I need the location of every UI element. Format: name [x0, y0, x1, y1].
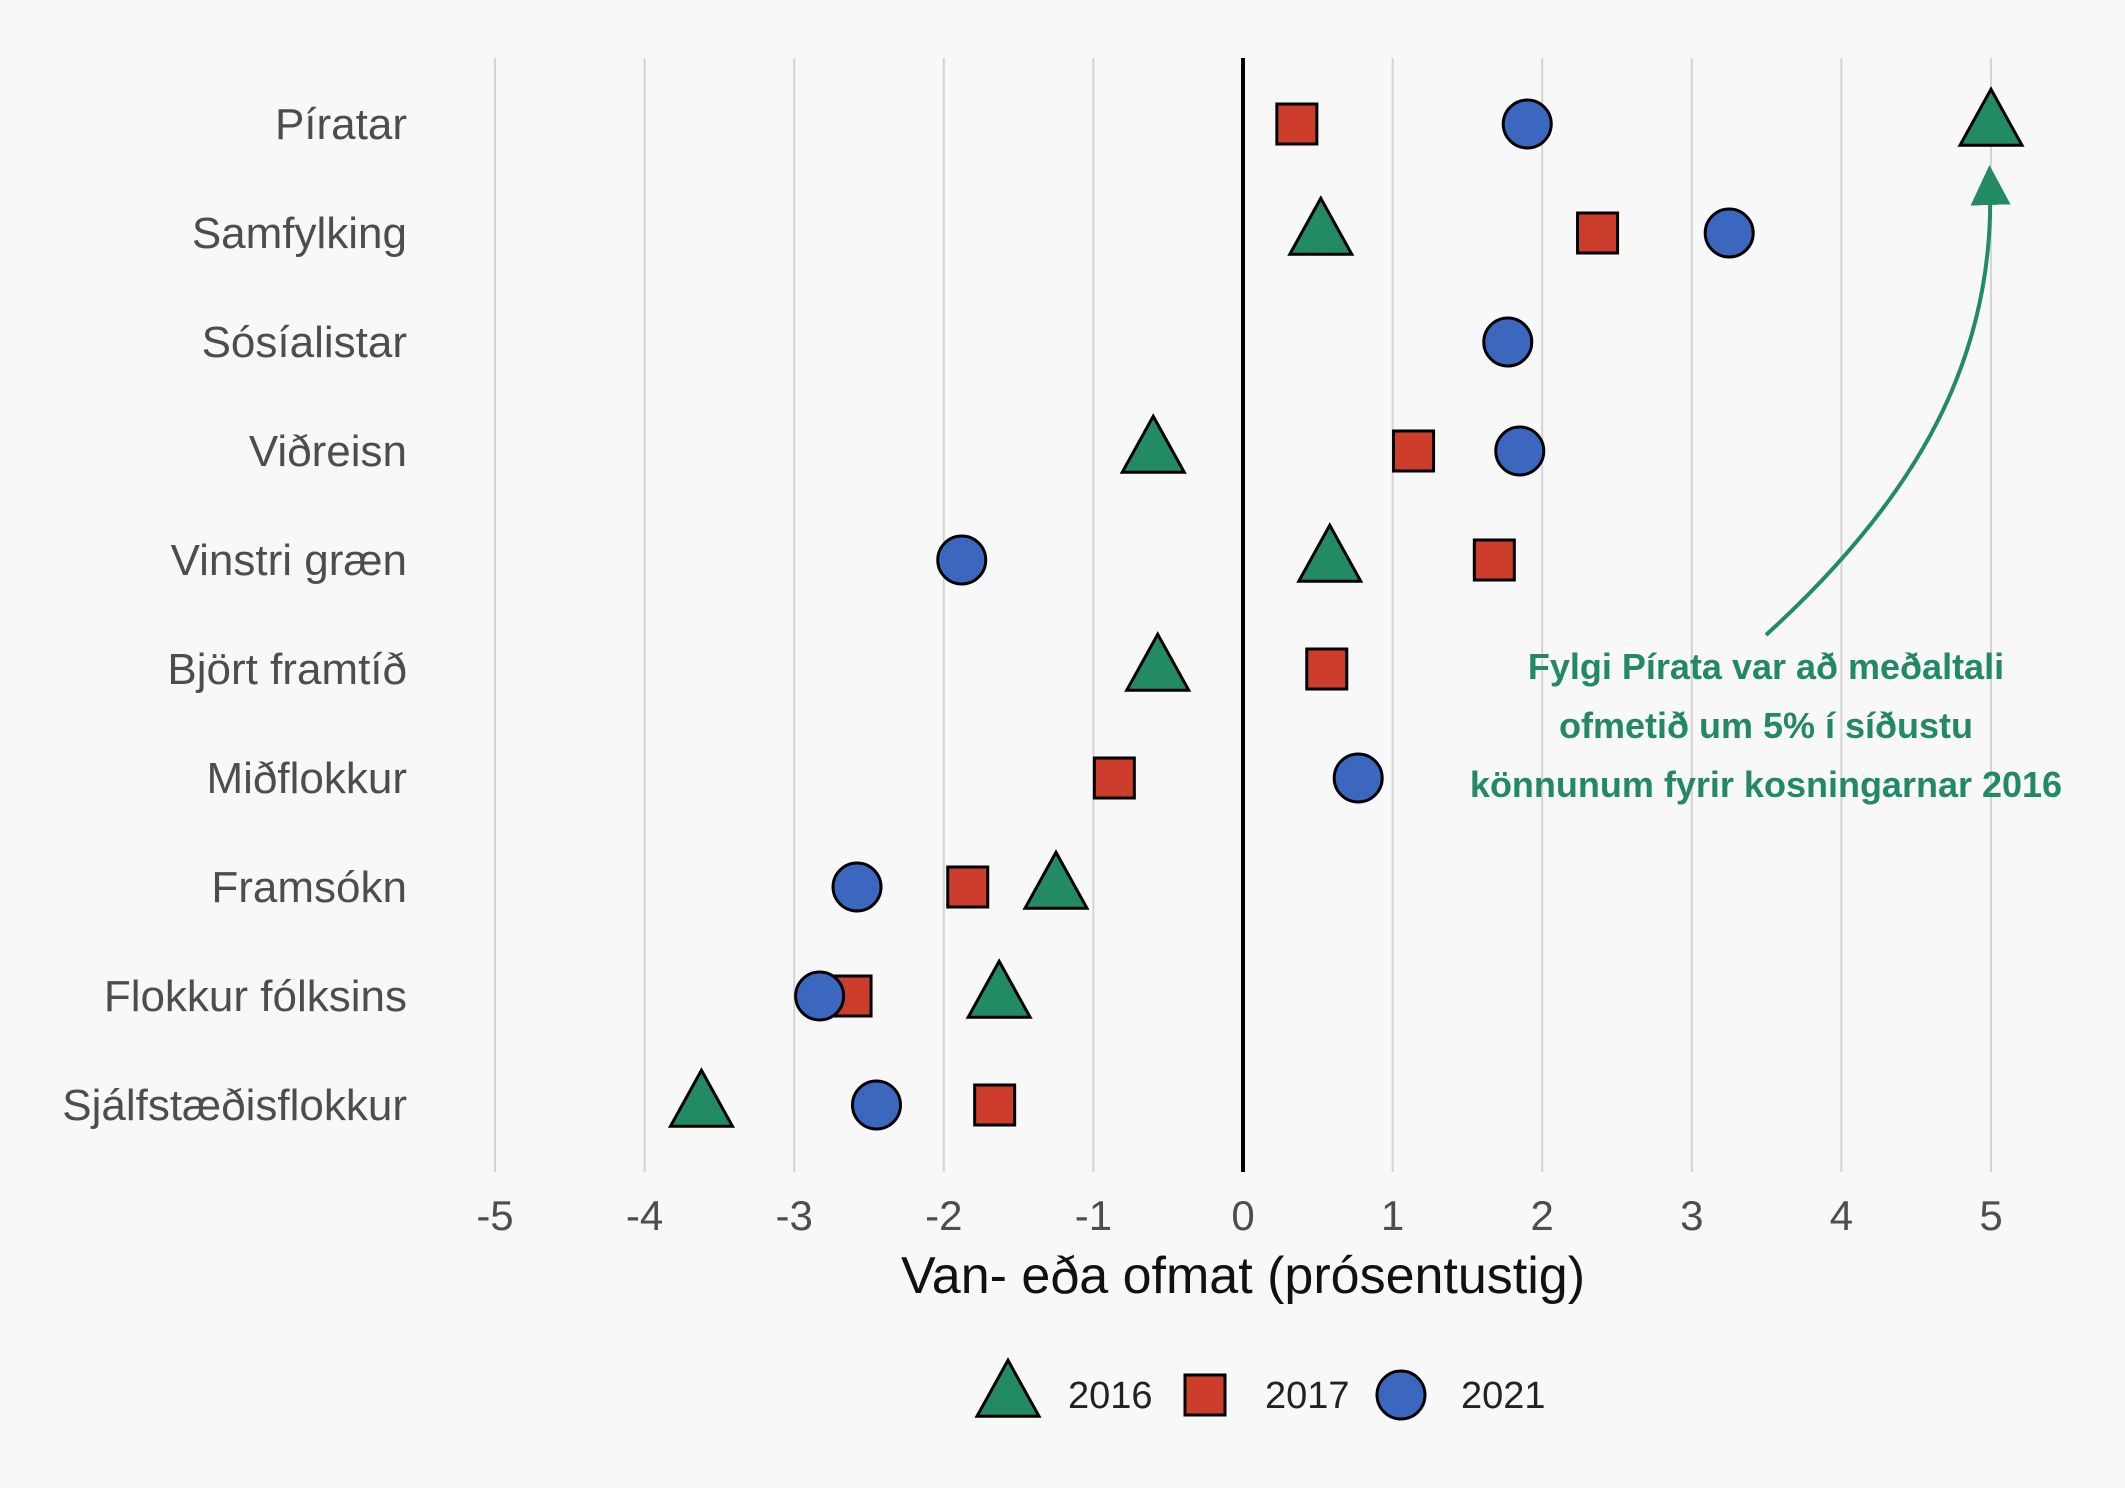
point-2017: [1305, 647, 1349, 691]
point-2017: [973, 1083, 1017, 1127]
category-label: Björt framtíð: [167, 645, 407, 694]
annotation-line-3: könnunum fyrir kosningarnar 2016: [1470, 764, 2062, 805]
point-2017: [1092, 756, 1136, 800]
category-label: Framsókn: [211, 863, 407, 912]
point-2017: [1576, 211, 1620, 255]
point-2021: [1703, 207, 1755, 259]
legend-label: 2021: [1461, 1375, 1546, 1417]
point-2021: [1332, 752, 1384, 804]
point-2021: [794, 970, 846, 1022]
annotation-line-1: Fylgi Pírata var að meðaltali: [1528, 646, 2004, 687]
point-2016: [1296, 522, 1364, 583]
point-2016: [667, 1067, 735, 1128]
data-points: [667, 86, 2025, 1131]
legend-key-2016: [974, 1357, 1042, 1418]
x-tick-label: 2: [1531, 1192, 1554, 1239]
category-labels: Píratar Samfylking Sósíalistar Viðreisn Vins…: [62, 100, 407, 1130]
x-tick-label: 5: [1979, 1192, 2002, 1239]
category-label: Miðflokkur: [207, 754, 408, 803]
point-2021: [1482, 316, 1534, 368]
x-tick-label: -5: [476, 1192, 513, 1239]
x-tick-label: -3: [776, 1192, 813, 1239]
x-tick-label: 1: [1381, 1192, 1404, 1239]
annotation-line-2: ofmetið um 5% í síðustu: [1559, 705, 1973, 746]
category-label: Vinstri græn: [171, 536, 407, 585]
point-2017: [1392, 429, 1436, 473]
category-label: Viðreisn: [249, 427, 407, 476]
annotation: Fylgi Pírata var að meðaltali ofmetið um…: [1470, 165, 2062, 805]
point-2021: [850, 1079, 902, 1131]
x-tick-label: -4: [626, 1192, 663, 1239]
legend: 2016 2017 2021: [974, 1357, 1546, 1421]
annotation-arrow: [1764, 165, 2011, 637]
point-2016: [1957, 86, 2025, 147]
gridlines: [494, 58, 1992, 1172]
legend-label: 2017: [1265, 1375, 1350, 1417]
x-tick-label: 3: [1680, 1192, 1703, 1239]
point-2017: [946, 865, 990, 909]
point-2021: [1494, 425, 1546, 477]
legend-label: 2016: [1068, 1375, 1153, 1417]
point-2017: [1275, 102, 1319, 146]
point-2021: [936, 534, 988, 586]
category-label: Flokkur fólksins: [104, 972, 407, 1021]
point-2016: [1287, 195, 1355, 256]
x-tick-label: -1: [1075, 1192, 1112, 1239]
x-tick-label: 0: [1231, 1192, 1254, 1239]
legend-key-2021: [1375, 1369, 1427, 1421]
category-label: Sjálfstæðisflokkur: [62, 1081, 407, 1130]
point-2016: [1124, 631, 1192, 692]
category-label: Píratar: [275, 100, 407, 149]
category-label: Sósíalistar: [202, 318, 407, 367]
point-2021: [1501, 98, 1553, 150]
x-tick-label: 4: [1830, 1192, 1853, 1239]
point-2016: [965, 958, 1033, 1019]
category-label: Samfylking: [192, 209, 407, 258]
point-2016: [1022, 849, 1090, 910]
legend-key-2017: [1183, 1373, 1227, 1417]
point-2016: [1119, 413, 1187, 474]
x-tick-labels: -5 -4 -3 -2 -1 0 1 2 3 4 5: [476, 1192, 2002, 1239]
x-axis-title: Van- eða ofmat (prósentustig): [901, 1247, 1585, 1305]
point-2021: [831, 861, 883, 913]
x-tick-label: -2: [925, 1192, 962, 1239]
point-2017: [1472, 538, 1516, 582]
